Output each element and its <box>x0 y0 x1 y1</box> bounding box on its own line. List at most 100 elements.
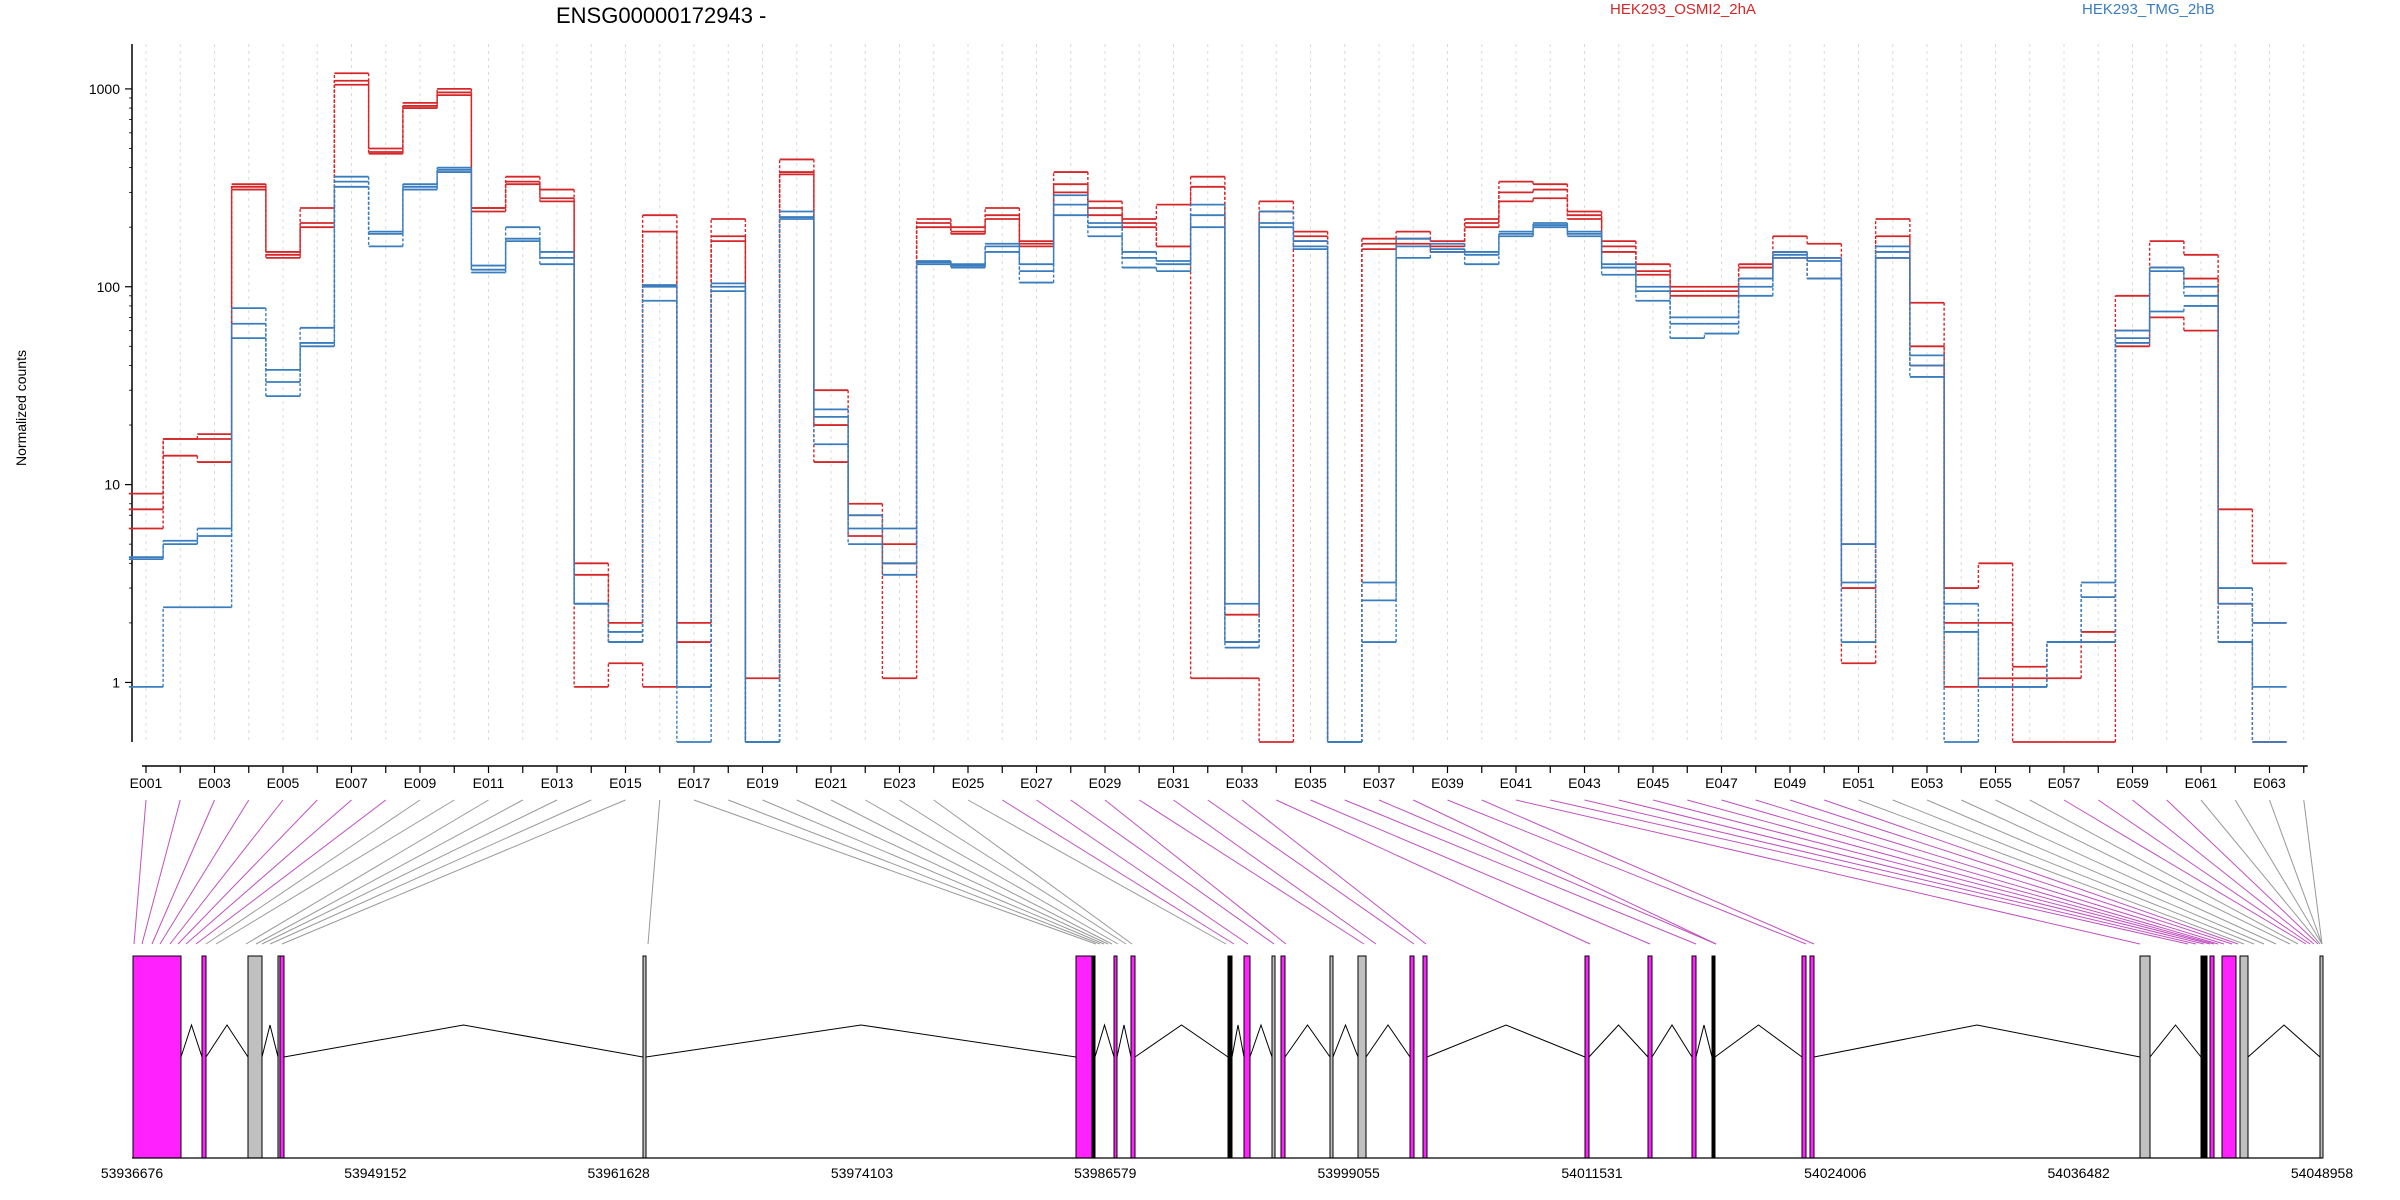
gene-model-track <box>132 955 2324 1159</box>
exon-label: E047 <box>1705 775 1738 791</box>
exon-connector <box>177 799 318 945</box>
intron-line <box>261 1024 279 1058</box>
exon-label: E009 <box>404 775 437 791</box>
coordinate-label: 54024006 <box>1804 1165 1867 1181</box>
intron-line <box>1094 1023 1115 1058</box>
exon-connector <box>2132 799 2315 945</box>
exon-connector <box>2097 799 2311 945</box>
exon-connector <box>2029 799 2299 945</box>
exon-connector <box>1036 799 1249 945</box>
exon-label: E049 <box>1774 775 1807 791</box>
exon-block <box>1130 955 1136 1159</box>
exon-block <box>2319 955 2324 1159</box>
exon-label: E005 <box>267 775 300 791</box>
exon-connector <box>281 799 626 945</box>
exon-block <box>1584 955 1590 1159</box>
intron-line <box>1284 1024 1331 1058</box>
intron-line <box>1332 1023 1359 1058</box>
exon-connector <box>1276 799 1591 945</box>
intron-line <box>1426 1024 1586 1058</box>
exon-connector <box>2166 799 2319 945</box>
exon-connector <box>1481 799 1815 945</box>
exon-label: E061 <box>2185 775 2218 791</box>
exon-gridlines <box>145 44 2305 742</box>
exon-connector <box>255 799 523 945</box>
exon-connector <box>1961 799 2277 945</box>
exon-label: E017 <box>678 775 711 791</box>
exon-connector <box>215 799 455 945</box>
exon-connector <box>967 799 1227 945</box>
exon-block <box>1091 955 1096 1159</box>
axes: 1 10 100 1000 <box>89 44 2308 773</box>
intron-line <box>2247 1024 2321 1058</box>
exon-connector <box>1858 799 2245 945</box>
exon-block <box>1647 955 1653 1159</box>
intron-line <box>1116 1024 1132 1058</box>
coordinate-label: 54048958 <box>2291 1165 2354 1181</box>
exon-label: E041 <box>1500 775 1533 791</box>
intron-line <box>2149 1024 2202 1058</box>
exon-connector <box>1413 799 1717 945</box>
intron-line <box>645 1024 1077 1058</box>
exon-block <box>1357 955 1367 1159</box>
legend-label-tmg: HEK293_TMG_2hB <box>2082 1 2215 18</box>
exon-label: E029 <box>1089 775 1122 791</box>
exon-connector <box>762 799 1105 945</box>
exon-block <box>1711 955 1716 1159</box>
coordinate-label: 53986579 <box>1074 1165 1137 1181</box>
exon-label: E033 <box>1226 775 1259 791</box>
exon-label: E055 <box>1979 775 2012 791</box>
exon-block <box>2209 955 2215 1159</box>
legend-label-osmi2: HEK293_OSMI2_2hA <box>1610 1 1756 18</box>
exon-label: E003 <box>198 775 231 791</box>
exon-label: E021 <box>815 775 848 791</box>
exon-block <box>1113 955 1118 1159</box>
exon-connector <box>1584 799 2197 945</box>
coordinate-label: 54036482 <box>2048 1165 2111 1181</box>
exon-block <box>2239 955 2249 1159</box>
exon-block <box>201 955 207 1159</box>
intron-line <box>1714 1024 1803 1058</box>
exon-connector <box>1618 799 2205 945</box>
exon-label: E013 <box>541 775 574 791</box>
series-lines <box>128 72 2287 743</box>
exon-connector <box>865 799 1119 945</box>
exon-block <box>1809 955 1815 1159</box>
exon-connector <box>1515 799 2141 945</box>
exon-connector <box>1926 799 2265 945</box>
exon-connector <box>1173 799 1377 945</box>
exon-label: E059 <box>2116 775 2149 791</box>
exon-connector <box>1550 799 2189 945</box>
exon-connector <box>1207 799 1415 945</box>
exon-block <box>279 955 285 1159</box>
exon-connector <box>205 799 421 945</box>
exon-label: E043 <box>1568 775 1601 791</box>
exon-connector <box>1892 799 2255 945</box>
coordinate-label: 54011531 <box>1561 1165 1622 1181</box>
exon-connector <box>1104 799 1287 945</box>
exon-block <box>2200 955 2208 1159</box>
exon-connector <box>899 799 1127 945</box>
exon-block <box>1227 955 1233 1159</box>
exon-connector <box>1344 799 1697 945</box>
exon-connector <box>1721 799 2219 945</box>
exon-label: E015 <box>609 775 642 791</box>
exon-block <box>1271 955 1276 1159</box>
exon-block <box>1801 955 1807 1159</box>
exon-connector <box>2303 799 2323 945</box>
exon-block <box>1075 955 1093 1159</box>
intron-line <box>1134 1024 1229 1058</box>
coordinate-label: 53949152 <box>344 1165 407 1181</box>
exon-block <box>1422 955 1428 1159</box>
coordinate-label: 53936676 <box>101 1165 164 1181</box>
exon-block <box>1243 955 1251 1159</box>
y-tick-label: 10 <box>104 477 120 493</box>
exon-connector <box>159 799 250 945</box>
intron-line <box>1651 1024 1693 1058</box>
exon-label: E001 <box>130 775 163 791</box>
coordinate-label: 53974103 <box>831 1165 894 1181</box>
exon-connector <box>1824 799 2239 945</box>
exon-connector <box>269 799 592 945</box>
exon-connector <box>933 799 1133 945</box>
